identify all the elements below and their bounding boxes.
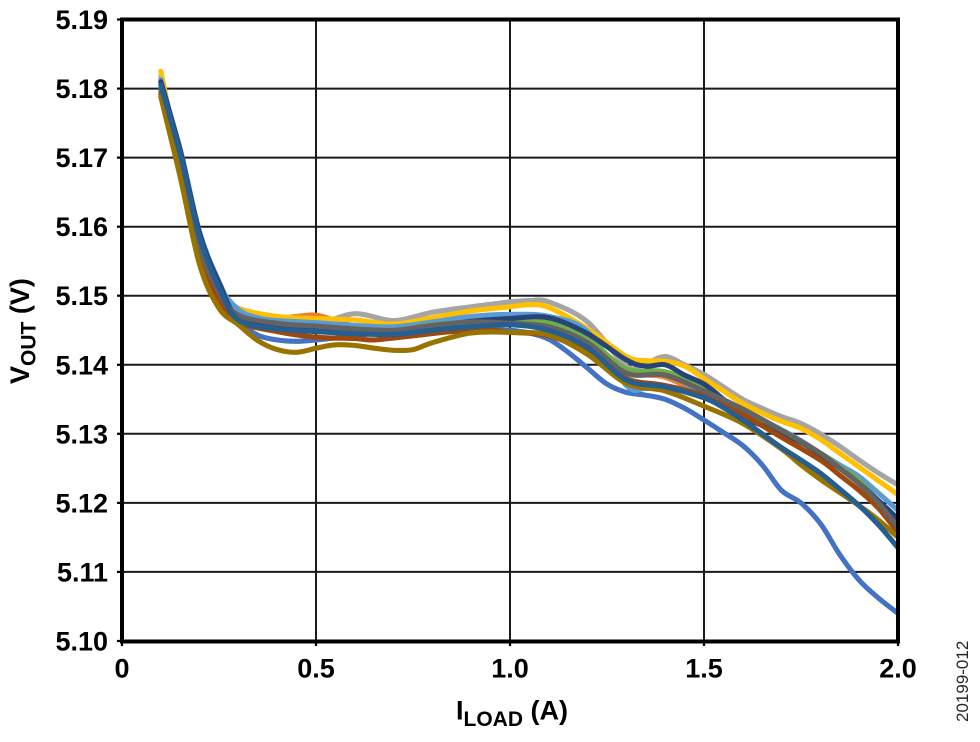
svg-text:20199-012: 20199-012 [953,641,972,722]
svg-text:VOUT (V): VOUT (V) [5,278,41,384]
svg-text:5.18: 5.18 [55,74,108,104]
svg-text:5.10: 5.10 [55,627,108,657]
svg-text:5.13: 5.13 [55,419,108,449]
svg-text:5.15: 5.15 [55,281,108,311]
svg-text:2.0: 2.0 [879,654,917,684]
svg-text:5.16: 5.16 [55,212,108,242]
svg-text:5.17: 5.17 [55,143,108,173]
svg-text:5.19: 5.19 [55,5,108,35]
svg-text:1.5: 1.5 [685,654,723,684]
svg-text:5.14: 5.14 [55,350,108,380]
svg-text:0.5: 0.5 [297,654,335,684]
svg-text:5.12: 5.12 [55,488,108,518]
svg-text:1.0: 1.0 [491,654,529,684]
svg-text:5.11: 5.11 [57,557,108,587]
svg-text:0: 0 [114,654,129,684]
